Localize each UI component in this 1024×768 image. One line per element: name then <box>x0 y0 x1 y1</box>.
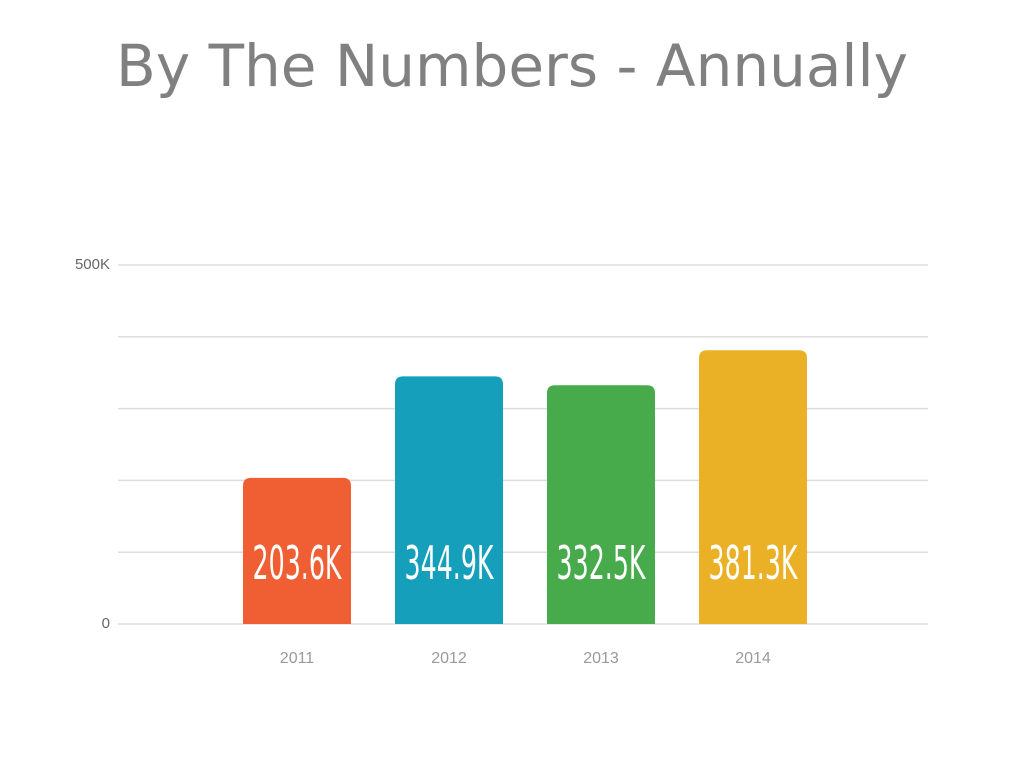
value-label: 203.6K <box>253 537 343 590</box>
value-label: 332.5K <box>557 537 647 590</box>
chart-title: By The Numbers - Annually <box>116 32 908 100</box>
value-label: 381.3K <box>709 537 799 590</box>
value-label: 344.9K <box>405 537 495 590</box>
value-label-group: 332.5K <box>557 537 647 590</box>
bar <box>395 376 503 624</box>
x-tick-label: 2011 <box>280 650 315 667</box>
value-label-group: 203.6K <box>253 537 343 590</box>
value-label-group: 381.3K <box>709 537 799 590</box>
value-label-group: 344.9K <box>405 537 495 590</box>
x-tick-label: 2012 <box>431 650 467 667</box>
y-tick-label: 500K <box>75 256 110 273</box>
y-tick-label: 0 <box>102 615 110 632</box>
bar <box>699 350 807 624</box>
bar <box>243 477 351 624</box>
bar <box>547 385 655 624</box>
x-tick-label: 2014 <box>735 650 771 667</box>
x-tick-label: 2013 <box>583 650 619 667</box>
